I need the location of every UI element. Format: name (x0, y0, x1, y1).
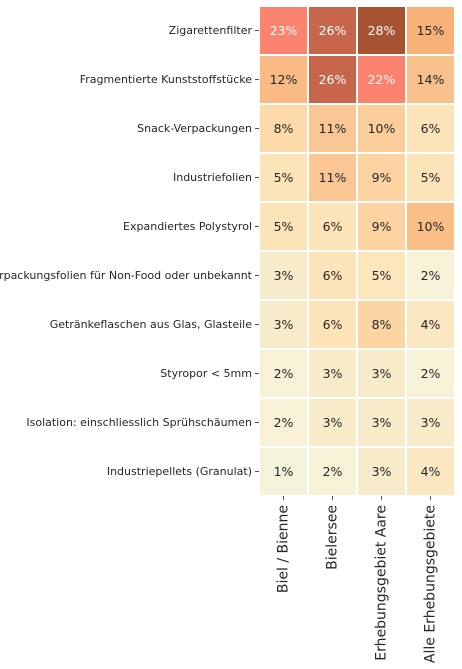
column-label: Alle Erhebungsgebiete (423, 505, 439, 663)
cell-value-label: 5% (274, 170, 294, 185)
heatmap-cell (307, 103, 358, 154)
row-label: Fragmentierte Kunststoffstücke (80, 73, 253, 86)
cell-value-label: 3% (274, 317, 294, 332)
heatmap-cell (258, 348, 309, 399)
cell-value-label: 9% (372, 219, 392, 234)
cell-value-label: 5% (421, 170, 441, 185)
cell-value-label: 10% (368, 121, 396, 136)
cell-value-label: 5% (274, 219, 294, 234)
heatmap-cell (356, 299, 407, 350)
row-label: Isolation: einschliesslich Sprühschäumen (26, 416, 252, 429)
cell-value-label: 3% (372, 415, 392, 430)
row-label: Zigarettenfilter (169, 24, 253, 37)
cell-value-label: 2% (274, 415, 294, 430)
heatmap-cell (307, 54, 358, 105)
heatmap-cell (405, 54, 456, 105)
cell-value-label: 22% (368, 72, 396, 87)
cell-value-label: 8% (274, 121, 294, 136)
heatmap-cell (405, 201, 456, 252)
cell-value-label: 5% (372, 268, 392, 283)
cell-value-label: 3% (372, 366, 392, 381)
cell-value-label: 6% (421, 121, 441, 136)
cell-value-label: 9% (372, 170, 392, 185)
row-label: Expandiertes Polystyrol (123, 220, 252, 233)
cell-value-label: 3% (372, 464, 392, 479)
row-label: Verpackungsfolien für Non-Food oder unbe… (0, 269, 253, 282)
heatmap-cell (258, 446, 309, 497)
cell-value-label: 4% (421, 464, 441, 479)
heatmap-cell (307, 250, 358, 301)
cell-value-label: 6% (323, 317, 343, 332)
column-label: Biel / Bienne (276, 505, 292, 593)
row-labels: Zigarettenfilter Fragmentierte Kunststoff… (0, 24, 259, 478)
heatmap-cell (356, 348, 407, 399)
heatmap-cell (356, 201, 407, 252)
heatmap-cell (405, 152, 456, 203)
cell-value-label: 3% (274, 268, 294, 283)
cell-value-label: 11% (319, 121, 347, 136)
cell-value-label: 3% (421, 415, 441, 430)
cell-value-label: 2% (323, 464, 343, 479)
cell-value-label: 14% (417, 72, 445, 87)
heatmap-cell (356, 250, 407, 301)
cell-value-label: 11% (319, 170, 347, 185)
column-label: Erhebungsgebiet Aare (374, 505, 390, 661)
cell-value-label: 2% (274, 366, 294, 381)
heatmap-cell (405, 103, 456, 154)
cell-value-label: 26% (319, 23, 347, 38)
row-label: Snack-Verpackungen (137, 122, 252, 135)
cell-value-label: 28% (368, 23, 396, 38)
cell-value-label: 3% (323, 415, 343, 430)
column-labels: Biel / Bienne Bielersee Erhebungsgebiet Aa… (276, 496, 439, 663)
row-label: Styropor < 5mm (160, 367, 252, 380)
column-label: Bielersee (325, 505, 341, 570)
cell-value-label: 6% (323, 219, 343, 234)
heatmap-cell (405, 5, 456, 56)
row-label: Getränkeflaschen aus Glas, Glasteile (50, 318, 252, 331)
cell-value-label: 26% (319, 72, 347, 87)
cell-value-label: 23% (270, 23, 298, 38)
cell-value-label: 2% (421, 366, 441, 381)
cell-value-label: 10% (417, 219, 445, 234)
cell-value-label: 1% (274, 464, 294, 479)
heatmap-cell (405, 397, 456, 448)
cell-value-label: 3% (323, 366, 343, 381)
row-label: Industriefolien (173, 171, 252, 184)
cell-value-label: 2% (421, 268, 441, 283)
cell-value-label: 6% (323, 268, 343, 283)
heatmap-cell (405, 250, 456, 301)
cell-value-label: 8% (372, 317, 392, 332)
heatmap-cell (307, 152, 358, 203)
row-label: Industriepellets (Granulat) (107, 465, 252, 478)
cell-value-label: 12% (270, 72, 298, 87)
cell-value-label: 15% (417, 23, 445, 38)
cell-value-label: 4% (421, 317, 441, 332)
heatmap-cells: 23% 26% 28% 15% 12% 26% 22% 14% 8% 11% 10% 6% 5% 11% 9… (258, 5, 456, 497)
